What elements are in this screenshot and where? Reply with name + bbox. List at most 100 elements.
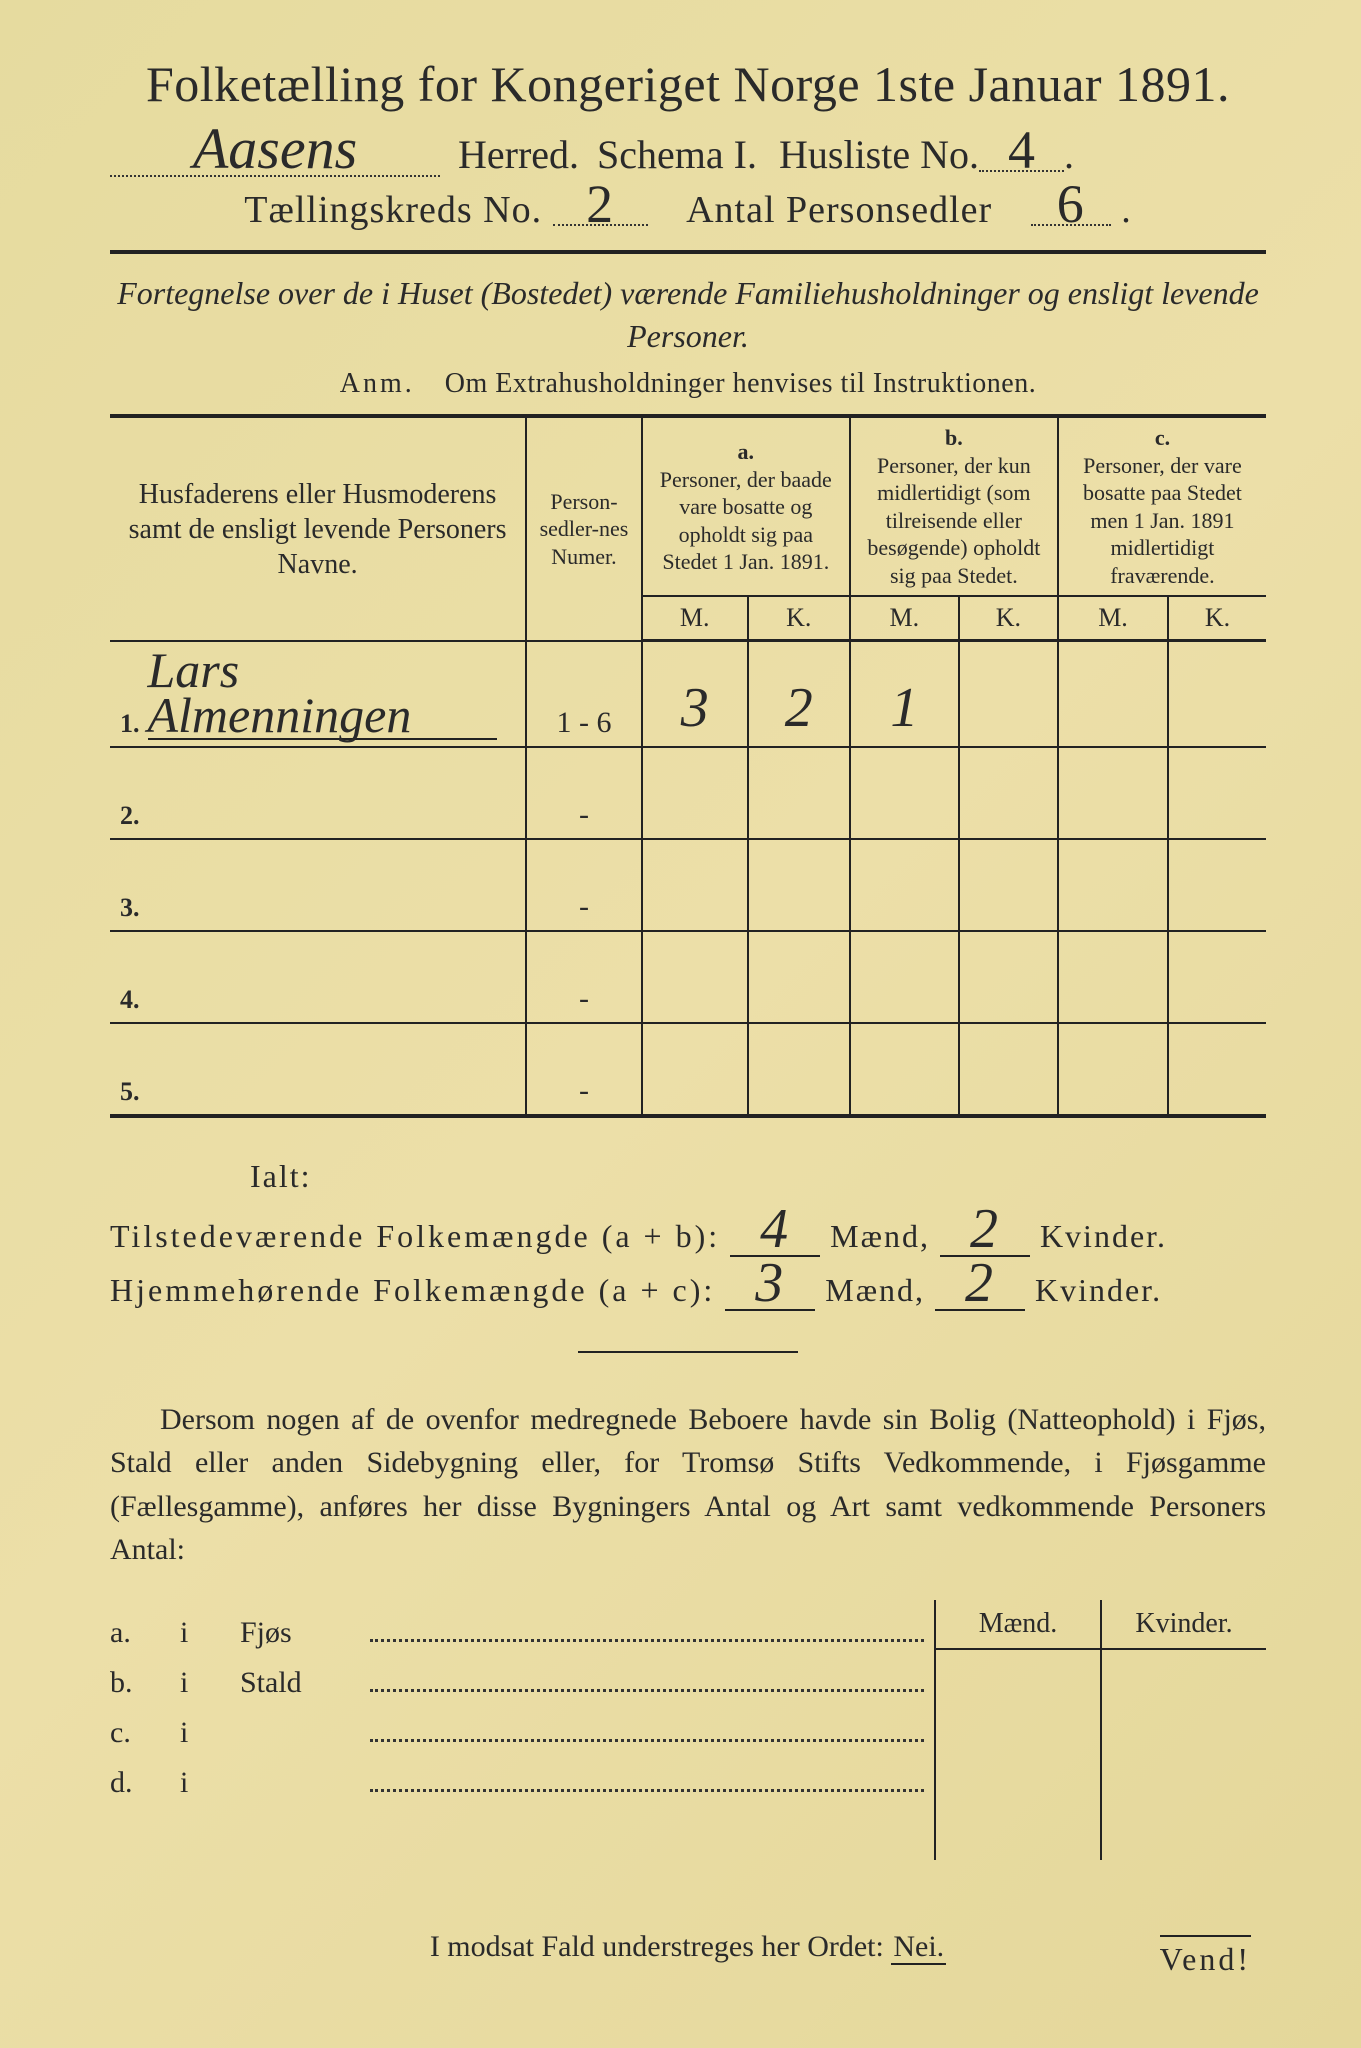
census-form-page: Folketælling for Kongeriget Norge 1ste J… (0, 0, 1361, 2048)
cell-c_k (1168, 747, 1266, 839)
sum-line-resident: Hjemmehørende Folkemængde (a + c): 3 Mæn… (110, 1267, 1266, 1311)
col-a-m: M. (642, 596, 748, 641)
kvinder-label: Kvinder. (1040, 1218, 1167, 1255)
bygn-i: i (180, 1716, 240, 1750)
col-a: a. Personer, der baade vare bosatte og o… (642, 416, 850, 596)
row-number: 5. (120, 1077, 140, 1106)
dotted-line (370, 1618, 924, 1642)
bygn-i: i (180, 1666, 240, 1700)
cell-a_k (748, 1023, 850, 1116)
dotted-line (370, 1768, 924, 1792)
cell-numer: - (526, 931, 642, 1023)
col-names: Husfaderens eller Husmoderens samt de en… (110, 416, 526, 641)
totals-block: Ialt: Tilstedeværende Folkemængde (a + b… (110, 1158, 1266, 1311)
cell-b_m (850, 1023, 959, 1116)
outbuilding-row: d.i (110, 1766, 934, 1800)
cell-a_m: 3 (642, 641, 748, 747)
cell-c_m (1058, 641, 1168, 747)
outbuilding-row: a.iFjøs (110, 1616, 934, 1650)
outbuilding-list: a.iFjøsb.iStaldc.id.i (110, 1600, 934, 1860)
maend-label: Mænd, (830, 1218, 930, 1255)
outbuilding-row: c.i (110, 1716, 934, 1750)
col-c-m: M. (1058, 596, 1168, 641)
nei-line: I modsat Fald understreges her Ordet: Ne… (110, 1930, 1266, 1964)
cell-b_m (850, 747, 959, 839)
divider (110, 250, 1266, 254)
husliste-value: 4 (979, 132, 1064, 172)
bygn-i: i (180, 1616, 240, 1650)
cell-a_m (642, 1023, 748, 1116)
short-divider (578, 1351, 798, 1353)
bygn-i: i (180, 1766, 240, 1800)
resident-label: Hjemmehørende Folkemængde (a + c): (110, 1272, 715, 1309)
herred-value: Aasens (110, 123, 440, 177)
bygn-col-m (936, 1650, 1102, 1860)
cell-c_k (1168, 931, 1266, 1023)
schema-label: Schema I. (597, 131, 757, 178)
kreds-label: Tællingskreds No. (244, 189, 542, 231)
resident-m: 3 (755, 1252, 785, 1314)
personsedler-label: Antal Personsedler (686, 189, 992, 231)
cell-a_m (642, 747, 748, 839)
maend-label: Mænd, (825, 1272, 925, 1309)
cell-a_k (748, 839, 850, 931)
col-b-m: M. (850, 596, 959, 641)
cell-b_k (959, 1023, 1058, 1116)
table-row: 4. - (110, 931, 1266, 1023)
col-numer: Person-sedler-nes Numer. (526, 416, 642, 641)
col-c-k: K. (1168, 596, 1266, 641)
row-name: Lars Almenningen (148, 648, 498, 740)
anm-text: Om Extrahusholdninger henvises til Instr… (445, 368, 1036, 399)
nei-prefix: I modsat Fald understreges her Ordet: (430, 1930, 884, 1963)
outbuilding-paragraph: Dersom nogen af de ovenfor medregnede Be… (110, 1398, 1266, 1572)
col-b: b. Personer, der kun midlertidigt (som t… (850, 416, 1058, 596)
row-name-cell: 4. (110, 931, 526, 1023)
cell-c_m (1058, 747, 1168, 839)
cell-numer: - (526, 1023, 642, 1116)
outbuilding-row: b.iStald (110, 1666, 934, 1700)
cell-b_m (850, 839, 959, 931)
row-name-cell: 5. (110, 1023, 526, 1116)
cell-b_k (959, 931, 1058, 1023)
bygn-key: a. (110, 1616, 180, 1650)
cell-b_k (959, 839, 1058, 931)
col-b-k: K. (959, 596, 1058, 641)
cell-a_k (748, 931, 850, 1023)
bygn-key: c. (110, 1716, 180, 1750)
cell-b_m (850, 931, 959, 1023)
cell-numer: 1 - 6 (526, 641, 642, 747)
dotted-line (370, 1718, 924, 1742)
anm-line: Anm. Om Extrahusholdninger henvises til … (110, 368, 1266, 400)
table-row: 2.- (110, 747, 1266, 839)
kreds-value: 2 (553, 186, 648, 226)
cell-c_m (1058, 931, 1168, 1023)
header-row-herred: Aasens Herred. Schema I. Husliste No. 4 … (110, 123, 1266, 178)
sum-line-present: Tilstedeværende Folkemængde (a + b): 4 M… (110, 1213, 1266, 1257)
row-name-cell: 1.Lars Almenningen (110, 641, 526, 747)
bygn-key: b. (110, 1666, 180, 1700)
cell-c_k (1168, 1023, 1266, 1116)
page-title: Folketælling for Kongeriget Norge 1ste J… (110, 55, 1266, 113)
cell-b_m: 1 (850, 641, 959, 747)
cell-c_k (1168, 839, 1266, 931)
col-a-k: K. (748, 596, 850, 641)
bygn-label: Stald (240, 1666, 370, 1700)
row-number: 3. (120, 893, 140, 922)
bygn-head-m: Mænd. (936, 1600, 1102, 1648)
row-name-cell: 2. (110, 747, 526, 839)
row-name-cell: 3. (110, 839, 526, 931)
present-m: 4 (760, 1198, 790, 1260)
personsedler-value: 6 (1031, 186, 1111, 226)
table-row: 3. - (110, 839, 1266, 931)
cell-numer: - (526, 839, 642, 931)
cell-a_m (642, 839, 748, 931)
present-label: Tilstedeværende Folkemængde (a + b): (110, 1218, 720, 1255)
bygn-col-k (1102, 1650, 1266, 1860)
cell-c_k (1168, 641, 1266, 747)
anm-label: Anm. (340, 368, 415, 399)
cell-a_k: 2 (748, 641, 850, 747)
row-number: 4. (120, 985, 140, 1014)
row-number: 2. (120, 801, 140, 830)
cell-c_m (1058, 839, 1168, 931)
table-row: 1.Lars Almenningen1 - 6321 (110, 641, 1266, 747)
